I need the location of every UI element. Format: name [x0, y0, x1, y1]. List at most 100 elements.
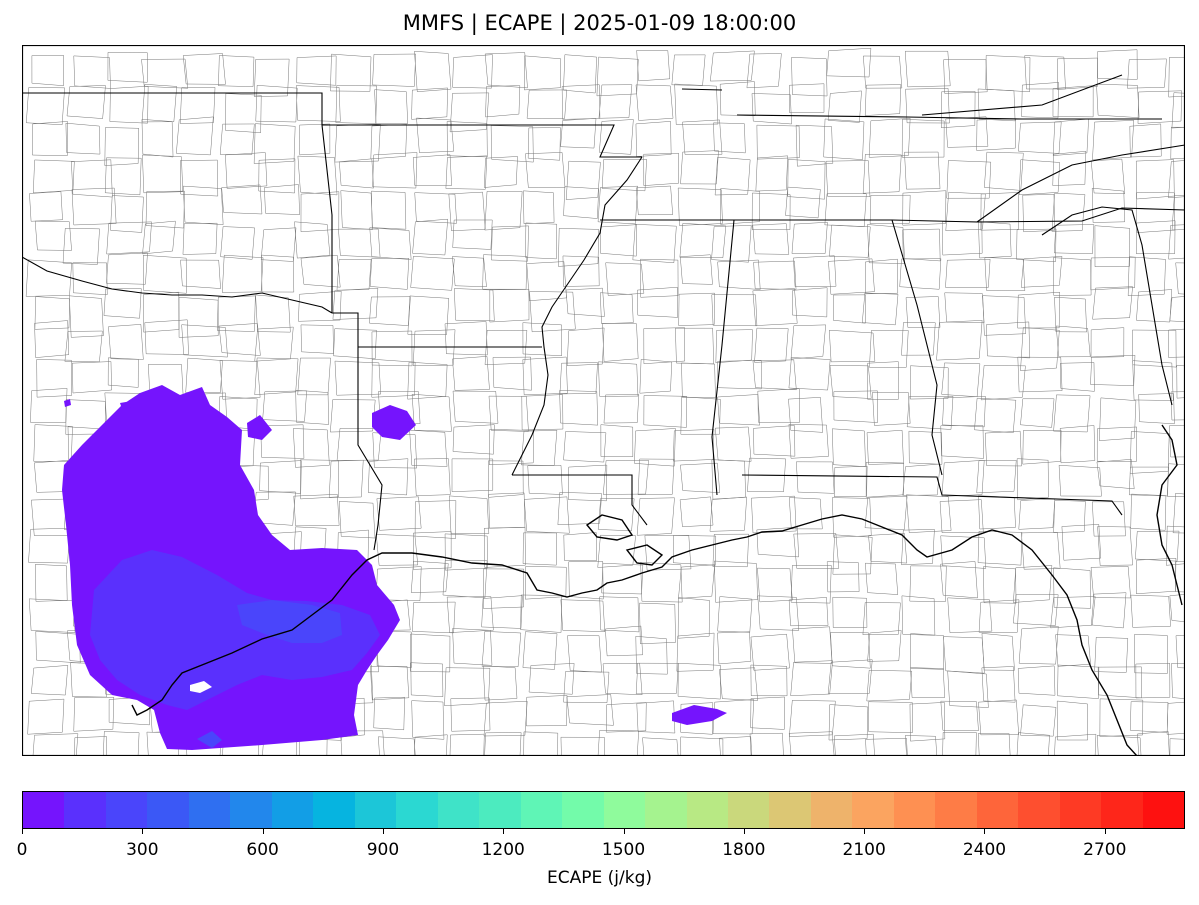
- county-outline: [713, 122, 746, 154]
- county-outline: [872, 392, 911, 426]
- county-outline: [1018, 626, 1059, 665]
- county-outline: [751, 192, 791, 230]
- county-outline: [371, 190, 407, 230]
- county-outline: [676, 632, 715, 672]
- county-outline: [680, 150, 719, 185]
- county-outline: [1129, 123, 1162, 158]
- county-outline: [1061, 524, 1102, 561]
- county-outline: [300, 255, 341, 288]
- county-outline: [1017, 665, 1056, 696]
- county-outline: [1054, 296, 1087, 333]
- county-outline: [178, 296, 219, 338]
- county-outline: [756, 124, 800, 160]
- county-outline: [720, 188, 761, 225]
- county-outline: [639, 602, 676, 645]
- county-outline: [481, 631, 522, 668]
- county-outline: [755, 155, 788, 192]
- county-outline: [483, 568, 525, 609]
- county-outline: [145, 190, 185, 229]
- county-outline: [411, 87, 448, 120]
- county-outline: [1096, 459, 1135, 490]
- colorbar-segment: [1142, 792, 1185, 828]
- county-outline: [867, 630, 902, 662]
- county-outline: [1171, 92, 1185, 129]
- county-outline: [559, 362, 598, 395]
- county-outline: [524, 55, 562, 91]
- county-outline: [1166, 701, 1185, 735]
- colorbar-tick: [142, 829, 144, 834]
- county-outline: [1059, 425, 1096, 464]
- ecape-region-south-texas: [197, 731, 222, 748]
- county-boundaries: [25, 47, 1185, 756]
- colorbar-segment: [893, 792, 936, 828]
- county-outline: [1057, 664, 1100, 699]
- county-outline: [31, 55, 64, 86]
- county-outline: [334, 360, 382, 396]
- county-outline: [829, 365, 872, 399]
- county-outline: [902, 228, 941, 262]
- county-outline: [639, 359, 673, 394]
- county-outline: [597, 497, 635, 532]
- county-outline: [985, 55, 1031, 93]
- county-outline: [483, 526, 526, 568]
- county-outline: [558, 228, 600, 267]
- county-outline: [66, 85, 106, 119]
- county-outline: [74, 736, 107, 756]
- county-outline: [792, 626, 833, 664]
- map-canvas: [22, 45, 1185, 756]
- county-outline: [1175, 262, 1185, 295]
- county-outline: [1096, 426, 1137, 462]
- county-outline: [978, 599, 1020, 633]
- county-outline: [1021, 532, 1061, 570]
- county-outline: [407, 295, 450, 335]
- county-outline: [409, 429, 448, 467]
- county-outline: [635, 185, 673, 216]
- county-outline: [1097, 526, 1133, 566]
- county-outline: [1134, 633, 1168, 674]
- county-outline: [339, 158, 374, 189]
- county-outline: [944, 292, 985, 323]
- county-outline: [679, 223, 727, 259]
- county-outline: [714, 156, 751, 196]
- county-outline: [1016, 732, 1050, 756]
- county-outline: [945, 258, 991, 288]
- county-outline: [371, 330, 413, 367]
- county-outline: [452, 219, 493, 250]
- county-outline: [525, 152, 566, 188]
- county-outline: [719, 667, 758, 701]
- colorbar-segment: [105, 792, 148, 828]
- county-outline: [33, 159, 75, 194]
- county-outline: [982, 295, 1026, 336]
- county-outline: [444, 667, 491, 707]
- colorbar-segment: [23, 792, 65, 828]
- county-outline: [899, 258, 942, 290]
- county-outline: [565, 287, 605, 317]
- county-outline: [908, 430, 943, 465]
- county-outline: [1169, 738, 1185, 756]
- county-outline: [222, 254, 264, 293]
- county-outline: [1130, 493, 1167, 531]
- county-outline: [1169, 594, 1185, 622]
- colorbar-segment: [354, 792, 397, 828]
- county-outline: [1097, 49, 1138, 80]
- colorbar-segment: [645, 792, 687, 828]
- county-outline: [300, 459, 339, 500]
- county-outline: [901, 322, 936, 356]
- county-outline: [717, 631, 752, 665]
- county-outline: [793, 255, 837, 287]
- colorbar-segment: [562, 792, 604, 828]
- ecape-contours: [62, 385, 727, 750]
- county-outline: [942, 732, 977, 756]
- county-outline: [484, 330, 528, 365]
- county-outline: [642, 737, 679, 756]
- county-outline: [984, 430, 1022, 467]
- county-outline: [946, 160, 992, 199]
- county-outline: [488, 395, 529, 432]
- colorbar-tick-label: 1800: [722, 840, 766, 860]
- county-outline: [864, 84, 902, 116]
- county-outline: [637, 286, 678, 318]
- county-outline: [525, 222, 558, 260]
- county-outline: [602, 663, 643, 696]
- ecape-region-texas-high: [237, 600, 342, 643]
- county-outline: [371, 358, 416, 398]
